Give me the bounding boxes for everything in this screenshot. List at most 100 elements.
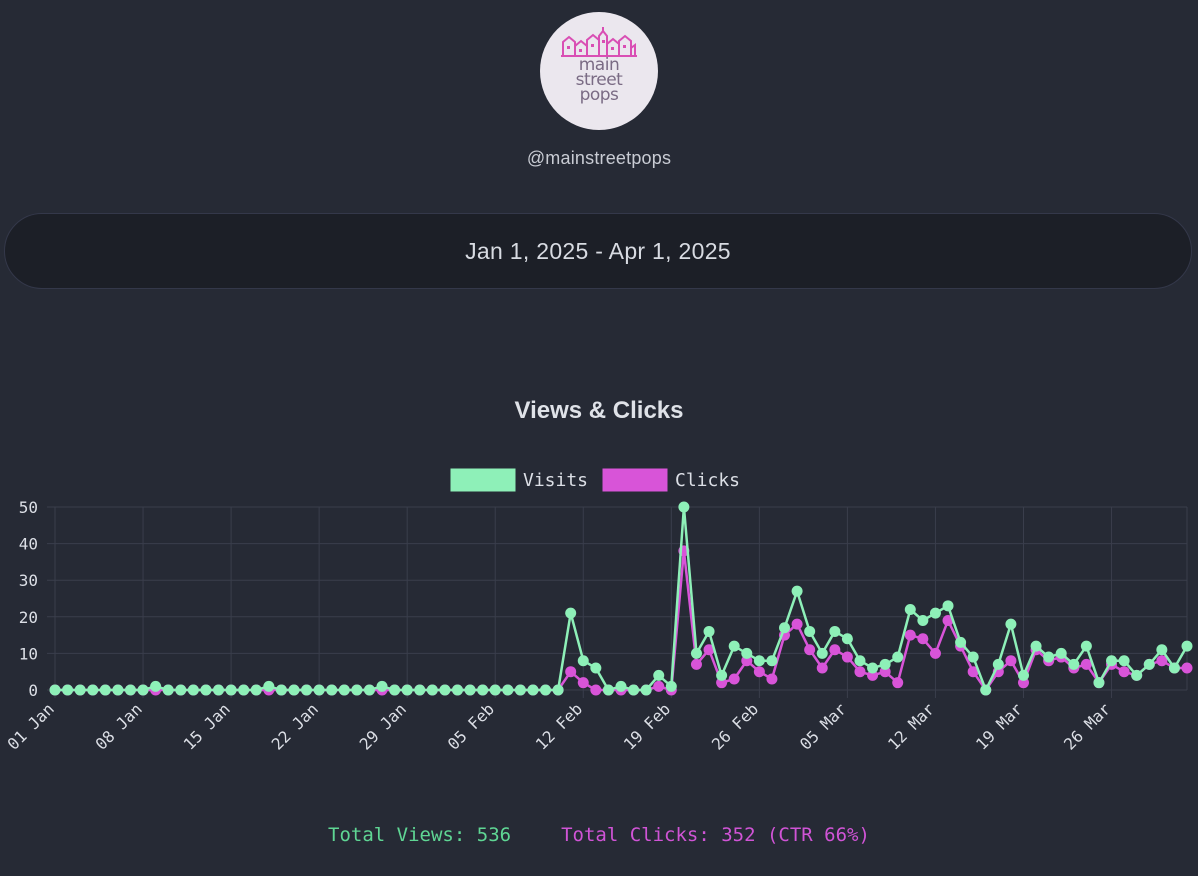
- visits-point: [175, 684, 187, 696]
- clicks-point: [804, 644, 816, 656]
- visits-point: [879, 658, 891, 670]
- visits-point: [301, 684, 313, 696]
- visits-point: [464, 684, 476, 696]
- visits-point: [401, 684, 413, 696]
- visits-point: [389, 684, 401, 696]
- legend-swatch-clicks: [602, 468, 668, 492]
- visits-point: [451, 684, 463, 696]
- visits-point: [1055, 647, 1067, 659]
- visits-point: [577, 655, 589, 667]
- x-tick-label: 19 Mar: [972, 699, 1027, 754]
- visits-point: [753, 655, 765, 667]
- visits-point: [992, 658, 1004, 670]
- x-tick-label: 12 Feb: [532, 699, 586, 753]
- y-tick-label: 30: [19, 571, 38, 590]
- clicks-point: [1156, 655, 1168, 667]
- visits-point: [1106, 655, 1118, 667]
- clicks-point: [728, 673, 740, 685]
- visits-point: [1017, 669, 1029, 681]
- visits-point: [414, 684, 426, 696]
- date-range-picker[interactable]: Jan 1, 2025 - Apr 1, 2025: [4, 213, 1192, 289]
- x-tick-label: 29 Jan: [356, 699, 410, 753]
- visits-point: [225, 684, 237, 696]
- visits-point: [703, 625, 715, 637]
- visits-point: [187, 684, 199, 696]
- x-tick-label: 05 Mar: [796, 699, 851, 754]
- visits-point: [1118, 655, 1130, 667]
- visits-point: [124, 684, 136, 696]
- visits-point: [87, 684, 99, 696]
- visits-point: [728, 640, 740, 652]
- visits-point: [829, 625, 841, 637]
- clicks-point: [929, 647, 941, 659]
- visits-point: [1068, 658, 1080, 670]
- visits-point: [477, 684, 489, 696]
- visits-point: [628, 684, 640, 696]
- skyline-icon: [561, 27, 637, 57]
- visits-point: [967, 651, 979, 663]
- legend-swatch-visits: [450, 468, 516, 492]
- visits-point: [1005, 618, 1017, 630]
- x-tick-label: 01 Jan: [4, 699, 58, 753]
- brand-logo: main street pops: [540, 12, 658, 130]
- visits-point: [867, 662, 879, 674]
- visits-point: [615, 680, 627, 692]
- clicks-point: [703, 644, 715, 656]
- legend-label-clicks: Clicks: [675, 470, 740, 491]
- logo-word-2: street: [575, 70, 623, 90]
- visits-point: [426, 684, 438, 696]
- visits-point: [250, 684, 262, 696]
- visits-point: [137, 684, 149, 696]
- chart-legend: Visits Clicks: [450, 468, 740, 492]
- visits-point: [602, 684, 614, 696]
- visits-point: [640, 684, 652, 696]
- series-line-clicks: [55, 549, 1187, 692]
- visits-point: [238, 684, 250, 696]
- visits-point: [288, 684, 300, 696]
- y-tick-label: 0: [28, 681, 38, 700]
- visits-point: [527, 684, 539, 696]
- clicks-point: [577, 677, 589, 689]
- x-tick-label: 26 Mar: [1060, 699, 1115, 754]
- visits-point: [917, 614, 929, 626]
- profile-handle[interactable]: @mainstreetpops: [526, 148, 672, 168]
- visits-point: [766, 655, 778, 667]
- visits-point: [263, 680, 275, 692]
- visits-point: [326, 684, 338, 696]
- visits-point: [854, 655, 866, 667]
- visits-point: [892, 651, 904, 663]
- visits-point: [313, 684, 325, 696]
- visits-point: [904, 603, 916, 615]
- x-axis: 01 Jan 08 Jan 15 Jan 22 Jan 29 Jan 05 Feb 12 F…: [4, 699, 1115, 754]
- visits-point: [716, 669, 728, 681]
- x-tick-label: 05 Feb: [444, 699, 498, 753]
- x-tick-label: 08 Jan: [92, 699, 146, 753]
- visits-point: [489, 684, 501, 696]
- visits-point: [779, 622, 791, 634]
- visits-point: [955, 636, 967, 648]
- y-tick-label: 50: [19, 498, 38, 517]
- y-tick-label: 20: [19, 608, 38, 627]
- clicks-point: [917, 633, 929, 645]
- clicks-point: [829, 644, 841, 656]
- visits-point: [62, 684, 74, 696]
- y-tick-label: 40: [19, 535, 38, 554]
- visits-point: [112, 684, 124, 696]
- visits-point: [653, 669, 665, 681]
- visits-point: [552, 684, 564, 696]
- chart-grid: [47, 506, 1188, 698]
- clicks-point: [1080, 658, 1092, 670]
- clicks-point: [690, 658, 702, 670]
- visits-point: [351, 684, 363, 696]
- clicks-point: [766, 673, 778, 685]
- clicks-point: [854, 666, 866, 678]
- logo-word-3: pops: [579, 85, 619, 105]
- visits-point: [1093, 677, 1105, 689]
- visits-point: [1168, 662, 1180, 674]
- visits-point: [338, 684, 350, 696]
- visits-point: [804, 625, 816, 637]
- views-clicks-chart: Visits Clicks 0 10 20 30 40 50 01 Jan 08 Jan 15 …: [4, 468, 1193, 754]
- clicks-point: [1118, 666, 1130, 678]
- x-tick-label: 15 Jan: [180, 699, 234, 753]
- date-range-label: Jan 1, 2025 - Apr 1, 2025: [465, 237, 731, 264]
